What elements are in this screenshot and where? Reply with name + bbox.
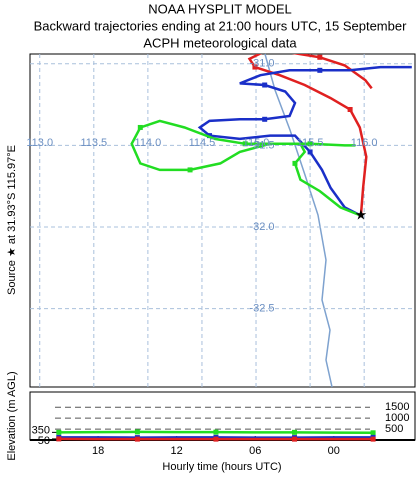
x-tick-label: 00 — [328, 445, 340, 457]
lat-label: -32.0 — [249, 221, 274, 233]
trajectory-point — [187, 167, 193, 173]
lon-label: 114.0 — [135, 137, 162, 149]
trajectory-point — [292, 160, 298, 166]
trajectory-point — [262, 82, 268, 88]
coastline — [264, 53, 333, 388]
elevation-x-label: Hourly time (hours UTC) — [162, 461, 281, 473]
map-layer — [30, 54, 415, 387]
elevation-point — [56, 429, 62, 435]
trajectory — [247, 54, 373, 216]
elevation-point — [134, 436, 140, 442]
subtitle: Backward trajectories ending at 21:00 ho… — [34, 18, 408, 33]
elevation-y-label: Elevation (m AGL) — [6, 371, 18, 460]
start-height-label: 350 — [32, 424, 50, 436]
elevation-point — [213, 429, 219, 435]
elevation-point — [292, 429, 298, 435]
lat-label: -32.5 — [249, 303, 274, 315]
lon-label: 115.5 — [297, 137, 324, 149]
trajectory — [130, 119, 362, 217]
x-tick-label: 06 — [249, 445, 261, 457]
x-tick-label: 12 — [171, 445, 183, 457]
trajectory-point — [252, 64, 258, 70]
trajectory-point — [307, 149, 313, 155]
lon-label: 113.5 — [80, 137, 107, 149]
elevation-point — [292, 436, 298, 442]
trajectory-point — [242, 141, 248, 147]
lon-label: 115.0 — [243, 137, 270, 149]
trajectory-point — [347, 107, 353, 112]
lon-label: 114.5 — [189, 137, 216, 149]
trajectory-point — [307, 141, 313, 147]
lat-label: -31.5 — [249, 139, 274, 151]
elevation-point — [56, 436, 62, 442]
source-marker: ★ — [355, 206, 368, 222]
lon-label: 113.0 — [26, 137, 53, 149]
map-frame — [29, 53, 416, 388]
y-tick-label: 1500 — [385, 401, 409, 413]
trajectory-point — [317, 54, 323, 60]
y-tick-label: 500 — [385, 423, 403, 435]
lon-label: 116.0 — [351, 137, 378, 149]
lat-label: -31.0 — [249, 58, 274, 70]
trajectory-point — [317, 67, 323, 73]
elevation-point — [370, 430, 376, 436]
start-height-label: 50 — [38, 435, 50, 447]
map-y-label: Source ★ at 31.93°S 115.97°E — [6, 145, 18, 295]
subtitle: ACPH meteorological data — [143, 35, 297, 50]
title: NOAA HYSPLIT MODEL — [148, 1, 292, 16]
y-tick-label: 1000 — [385, 412, 409, 424]
trajectory-point — [137, 124, 143, 130]
trajectory-point — [262, 116, 268, 122]
elevation-point — [213, 436, 219, 442]
trajectory — [197, 65, 412, 217]
elevation-point — [134, 429, 140, 435]
x-tick-label: 18 — [92, 445, 104, 457]
elevation-point — [370, 436, 376, 442]
